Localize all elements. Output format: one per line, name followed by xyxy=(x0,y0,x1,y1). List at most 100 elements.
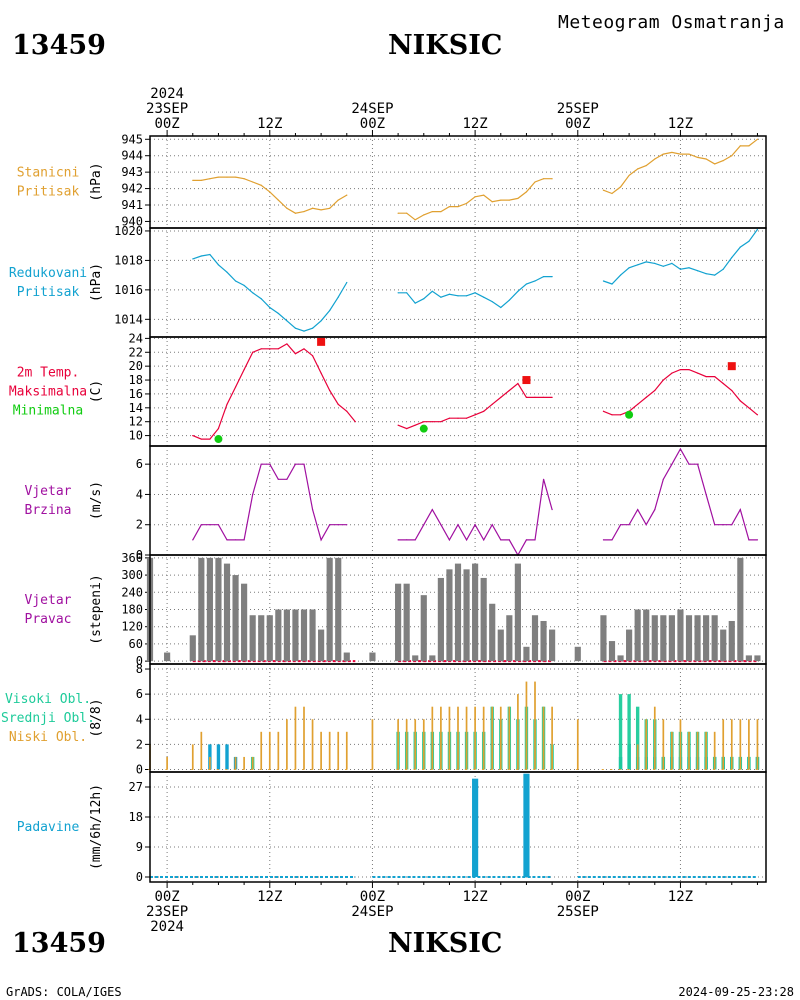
data-point xyxy=(645,261,647,263)
data-point xyxy=(696,270,699,272)
data-point xyxy=(696,156,699,158)
y-tick-label: 1018 xyxy=(114,253,143,267)
high-cloud-bar xyxy=(225,744,229,770)
data-point xyxy=(431,421,433,423)
y-tick-label: 6 xyxy=(136,457,143,471)
y-tick-label: 940 xyxy=(121,214,143,228)
data-point xyxy=(654,508,656,511)
data-point xyxy=(748,407,750,409)
data-point xyxy=(465,202,468,204)
panel-unit-label: (stepeni) xyxy=(89,574,104,644)
bar xyxy=(634,609,641,662)
bar xyxy=(489,603,496,662)
data-point xyxy=(517,197,519,200)
data-point xyxy=(474,292,476,294)
data-point xyxy=(397,424,399,426)
data-point xyxy=(508,389,510,392)
y-tick-label: 14 xyxy=(129,401,143,415)
data-point xyxy=(252,493,254,496)
data-point xyxy=(637,264,639,266)
low-cloud-bar xyxy=(294,706,297,770)
bar xyxy=(668,615,675,662)
data-point xyxy=(209,524,211,526)
data-point xyxy=(722,524,724,526)
panel-label: Pritisak xyxy=(17,185,80,200)
bar xyxy=(514,563,521,662)
bottom-time-label: 24SEP xyxy=(351,904,393,920)
y-tick-label: 20 xyxy=(129,359,143,373)
data-point xyxy=(705,375,707,378)
y-tick-label: 24 xyxy=(129,331,143,345)
series-line xyxy=(192,176,348,214)
bar xyxy=(258,615,265,662)
data-point xyxy=(440,210,442,213)
bottom-time-label: 25SEP xyxy=(557,904,599,920)
bar xyxy=(232,575,239,662)
data-point xyxy=(602,189,605,191)
panel-unit-label: (8/8) xyxy=(89,698,104,737)
data-point xyxy=(406,428,408,430)
data-point xyxy=(525,191,528,193)
data-point xyxy=(628,524,630,526)
data-point xyxy=(688,463,690,465)
y-tick-label: 9 xyxy=(136,840,143,854)
panel-frame xyxy=(149,135,767,229)
bar xyxy=(283,609,290,662)
low-cloud-bar xyxy=(645,719,648,770)
data-point xyxy=(406,292,408,294)
panel-label: Redukovani xyxy=(9,266,87,281)
data-point xyxy=(705,273,707,275)
data-point xyxy=(654,389,656,392)
data-point xyxy=(542,276,545,278)
data-point xyxy=(500,199,502,201)
bar xyxy=(626,629,633,662)
bar xyxy=(309,609,316,662)
data-point xyxy=(748,145,750,147)
y-tick-label: 18 xyxy=(129,373,143,387)
data-point xyxy=(286,207,288,209)
mid-cloud-bar xyxy=(635,706,640,770)
data-point xyxy=(303,330,305,332)
data-point xyxy=(525,539,528,541)
bar xyxy=(300,609,308,662)
data-point xyxy=(423,524,425,526)
high-cloud-bar xyxy=(208,744,212,770)
low-cloud-bar xyxy=(457,706,459,770)
data-point xyxy=(696,463,699,465)
data-point xyxy=(346,281,348,284)
data-point xyxy=(217,428,220,430)
panel-frame xyxy=(149,771,767,883)
low-cloud-bar xyxy=(482,706,485,770)
data-point xyxy=(260,184,262,186)
low-cloud-bar xyxy=(286,719,288,770)
bottom-time-label: 12Z xyxy=(462,889,487,905)
data-point xyxy=(260,463,262,465)
y-tick-label: 6 xyxy=(136,687,143,701)
top-time-label: 00Z xyxy=(154,116,179,132)
bar xyxy=(506,615,513,662)
bar xyxy=(651,615,658,662)
data-point xyxy=(311,327,314,329)
low-cloud-bar xyxy=(688,731,690,770)
low-cloud-bar xyxy=(414,719,417,770)
data-point xyxy=(756,414,759,416)
data-point xyxy=(423,298,425,300)
data-point xyxy=(637,508,639,511)
data-point xyxy=(508,199,510,201)
bottom-time-label: 00Z xyxy=(360,889,385,905)
min-temp-marker xyxy=(214,435,223,444)
panel-label: Minimalna xyxy=(13,404,83,419)
data-point xyxy=(483,410,485,412)
data-point xyxy=(671,262,673,264)
data-point xyxy=(508,299,510,301)
data-point xyxy=(192,179,194,181)
series-line xyxy=(603,138,758,195)
timestamp: 2024-09-25-23:28 xyxy=(678,985,794,999)
bar xyxy=(497,629,504,662)
top-time-label: 2024 xyxy=(150,86,184,102)
low-cloud-bar xyxy=(191,744,194,770)
y-tick-label: 941 xyxy=(121,198,143,212)
low-cloud-bar xyxy=(576,719,579,770)
data-point xyxy=(448,417,451,419)
data-point xyxy=(286,478,288,480)
